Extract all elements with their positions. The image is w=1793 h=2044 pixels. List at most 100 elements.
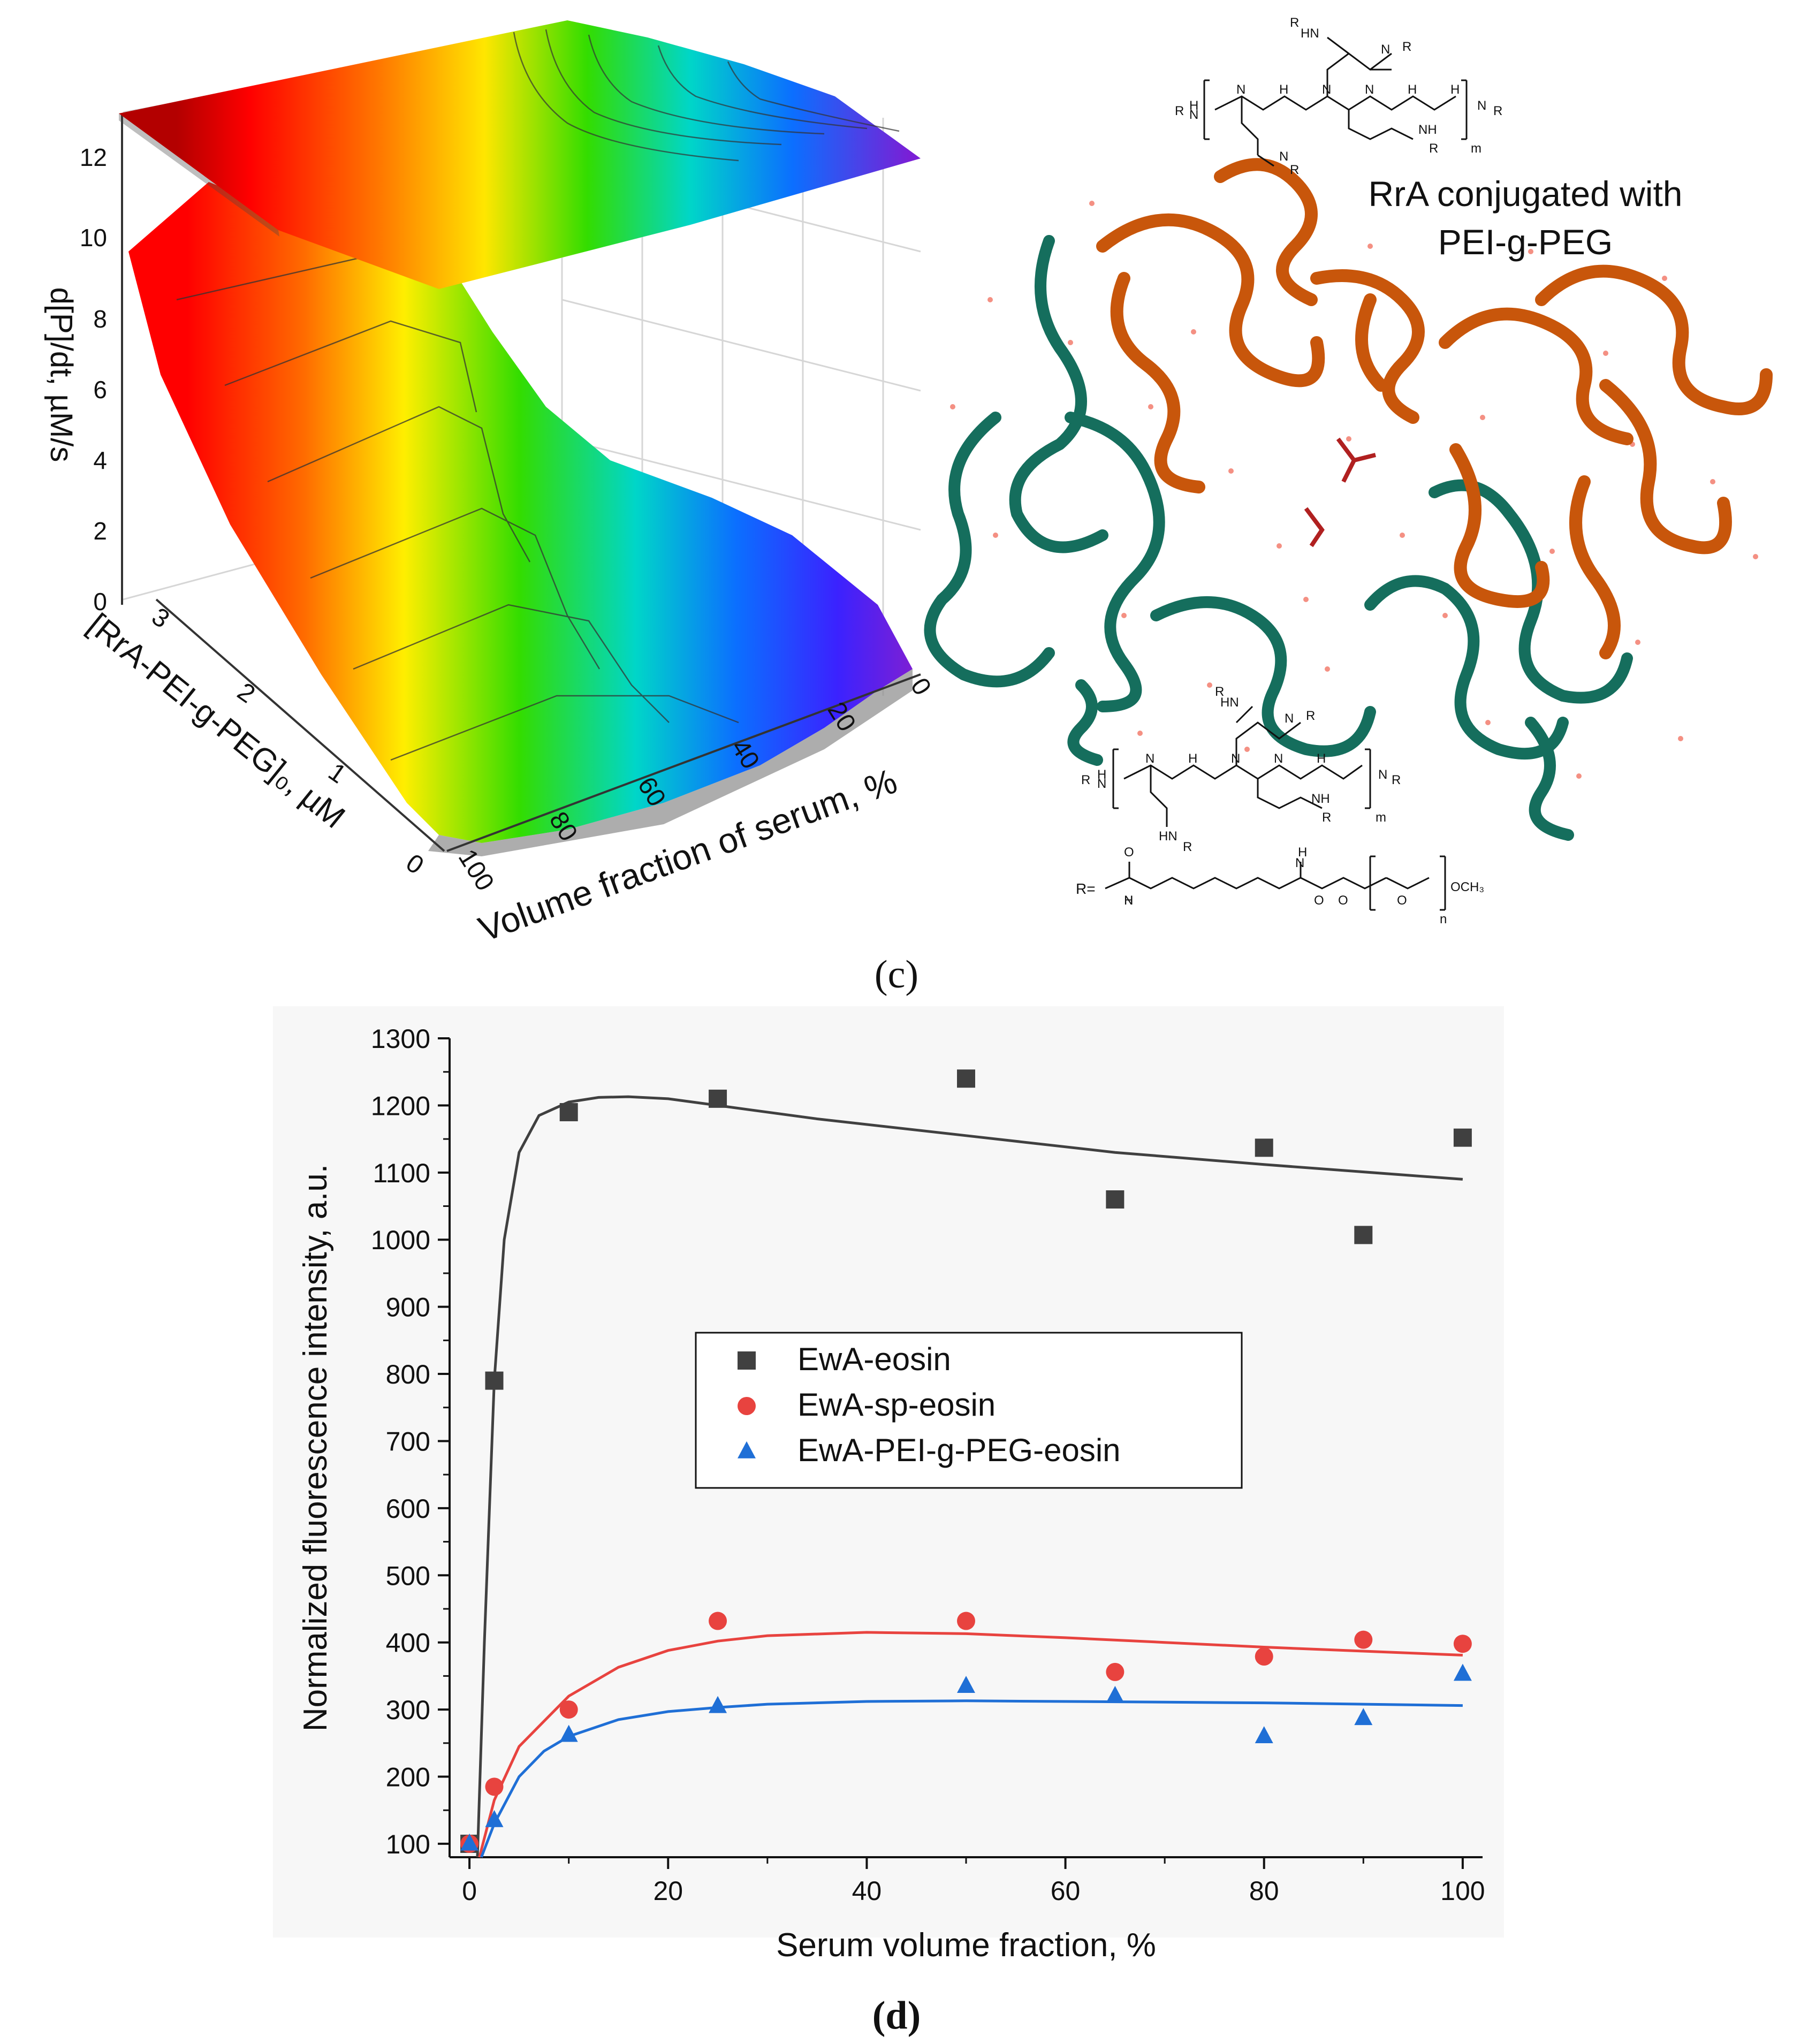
data-point-1 (1453, 1128, 1472, 1147)
y-tick-label: 800 (386, 1359, 430, 1389)
pei-structure-top (1203, 36, 1468, 167)
y-tick-label: 500 (386, 1561, 430, 1591)
z-tick: 0 (93, 588, 107, 616)
svg-text:R: R (1183, 840, 1192, 854)
y-tick-label: 1000 (371, 1225, 430, 1255)
data-point-2 (1106, 1662, 1125, 1681)
data-point-3 (1453, 1663, 1472, 1681)
legend-marker-1 (738, 1351, 756, 1370)
legend-entry-1: EwA-eosin (797, 1341, 951, 1377)
svg-text:H: H (1450, 82, 1460, 97)
svg-text:O: O (1314, 893, 1324, 908)
surface-upper-face (119, 20, 921, 289)
x-tick-label: 20 (653, 1876, 683, 1906)
y-tick-label: 200 (386, 1762, 430, 1792)
y-tick-label: 1100 (373, 1158, 430, 1188)
svg-text:N: N (1097, 777, 1106, 791)
data-point-1 (1106, 1190, 1125, 1209)
y-tick-label: 1300 (371, 1024, 430, 1054)
data-point-3 (1255, 1726, 1273, 1744)
z-tick: 8 (93, 305, 107, 333)
x-axis-label: Serum volume fraction, % (776, 1927, 1156, 1964)
data-point-2 (709, 1612, 727, 1630)
data-point-2 (1453, 1635, 1472, 1653)
y-tick-label: 600 (386, 1494, 430, 1524)
data-point-2 (957, 1612, 975, 1630)
svg-text:N: N (1322, 82, 1331, 97)
x-tick-label: 100 (1440, 1876, 1485, 1906)
svg-text:N: N (1145, 751, 1154, 766)
water-dots (950, 201, 1758, 779)
repeat-index-m: m (1471, 141, 1481, 156)
svg-text:N: N (1274, 751, 1283, 766)
surface-lower-skirt (428, 669, 913, 856)
surface-upper-contours (513, 29, 900, 162)
svg-text:R: R (1215, 685, 1224, 699)
fluorescence-chart: 100 200 300 400 500 600 700 800 900 1000 1100 1200 1… (273, 1006, 1504, 1964)
svg-text:R: R (1306, 709, 1315, 723)
svg-text:H: H (1189, 98, 1198, 113)
data-point-3 (485, 1810, 504, 1827)
surface-plot-3d: 0 2 4 6 8 10 12 d[P]/dt, µM/s (44, 20, 937, 949)
orange-chain (1096, 158, 1773, 659)
y-tick-label: 400 (386, 1628, 430, 1658)
svg-text:N: N (1231, 751, 1240, 766)
repeat-index-n: n (1440, 912, 1447, 926)
data-points (460, 1069, 1472, 1853)
svg-text:R: R (1429, 141, 1438, 156)
z-axis-ticks: 0 2 4 6 8 10 12 (80, 143, 107, 616)
svg-text:H: H (1124, 893, 1133, 908)
panel-label-d: (d) (872, 1994, 921, 2038)
z-tick: 10 (80, 224, 107, 252)
x-tick-label: 80 (1249, 1876, 1279, 1906)
svg-text:R: R (1081, 773, 1090, 787)
z-tick: 6 (93, 376, 107, 404)
svg-text:R: R (1392, 773, 1401, 787)
svg-text:N: N (1279, 149, 1288, 164)
data-point-1 (1354, 1226, 1373, 1244)
y-tick-label: 900 (386, 1293, 430, 1323)
data-point-2 (485, 1777, 504, 1796)
data-point-3 (1106, 1685, 1125, 1703)
green-chain (924, 235, 1633, 841)
svg-text:N: N (1378, 768, 1387, 782)
och3-label: OCH₃ (1450, 880, 1484, 894)
svg-text:H: H (1298, 845, 1307, 860)
y-tick-label: 700 (386, 1426, 430, 1456)
data-point-2 (559, 1700, 578, 1719)
svg-text:H: H (1097, 768, 1106, 782)
pei-structure-bottom (1105, 705, 1446, 911)
legend-marker-2 (738, 1397, 756, 1415)
data-point-1 (485, 1371, 504, 1390)
surface-upper-edge (119, 113, 279, 237)
fit-curve-1 (476, 1095, 1463, 1858)
svg-text:O: O (1397, 893, 1407, 908)
svg-text:HN: HN (1301, 26, 1319, 41)
svg-text:O: O (1338, 893, 1348, 908)
repeat-index-m2: m (1376, 810, 1386, 825)
svg-text:R: R (1290, 163, 1299, 177)
svg-text:H: H (1188, 751, 1197, 766)
svg-text:HN: HN (1159, 829, 1177, 844)
svg-text:H: H (1279, 82, 1288, 97)
data-point-1 (1255, 1138, 1273, 1157)
data-point-3 (709, 1696, 727, 1713)
z-axis-label: d[P]/dt, µM/s (44, 287, 79, 462)
svg-text:N: N (1381, 42, 1390, 57)
y-tick-label: 1200 (371, 1091, 430, 1121)
y-tick-label: 300 (386, 1695, 430, 1725)
x-tick-label: 40 (852, 1876, 882, 1906)
svg-text:NH: NH (1418, 123, 1437, 137)
r-group-label: R= (1076, 880, 1096, 897)
data-point-2 (1255, 1647, 1273, 1666)
structure-title-line2: PEI-g-PEG (1438, 222, 1613, 262)
svg-text:R: R (1493, 104, 1502, 118)
active-site-residues (1304, 437, 1376, 548)
conc-tick: 3 (147, 603, 174, 634)
x-axis-ticks: 0 20 40 60 80 100 (462, 1857, 1485, 1906)
svg-text:H: H (1317, 751, 1326, 766)
